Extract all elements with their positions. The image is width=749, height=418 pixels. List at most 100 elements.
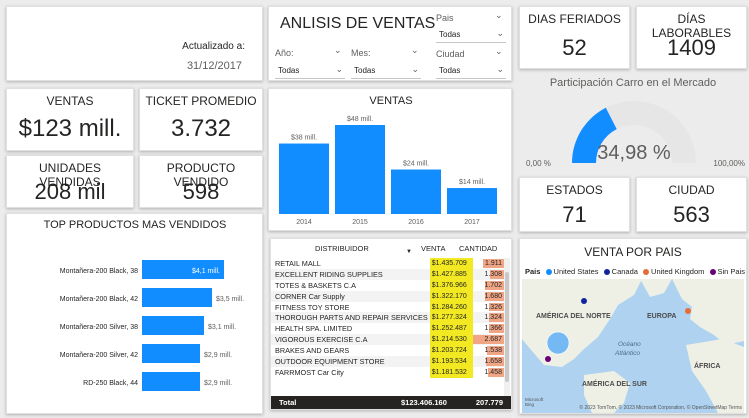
table-row[interactable]: FARRMOST Car City $1.181.532 1.458 [271,366,505,378]
venta-value: $1.427.885 [429,268,474,280]
distribuidor-name: VIGOROUS EXERCISE C.A [275,335,368,345]
table-header: DISTRIBUIDOR ▼ VENTA CANTIDAD [271,239,511,257]
ventas-column-chart: VENTAS $38 mill. 2014 $48 mill. 2015 $24 mil… [279,95,497,226]
table-row[interactable]: EXCELLENT RIDING SUPPLIES $1.427.885 1.308 [271,268,505,280]
distribuidor-name: HEALTH SPA. LIMITED [275,324,353,334]
cantidad-value: 1.702 [484,281,502,289]
distribuidor-name: FITNESS TOY STORE [275,302,350,312]
bar-2016[interactable] [391,169,441,215]
map-bubble-canada[interactable] [581,298,587,304]
table-scrollbar[interactable] [504,258,510,397]
cantidad-bar [486,346,505,356]
data-label: $38 mill. [291,135,317,142]
slicer-country-chevron-icon[interactable]: ⌄ [495,10,503,20]
x-tick-label: 2015 [352,219,368,226]
south-america-landmass [584,371,630,413]
bar-2014[interactable] [279,143,329,214]
table-row[interactable]: FITNESS TOY STORE $1.284.260 1.326 [271,301,505,313]
bar-product-4[interactable] [142,372,200,391]
kpi-title: DÍAS LABORABLES [651,12,732,40]
data-label: $3,1 mill. [208,324,236,331]
cantidad-cell: 1.680 [473,291,505,302]
distribuidor-name: FARRMOST Car City [275,367,344,377]
legend-item-united-states[interactable]: United States [545,267,599,276]
kpi-producto-vendido: PRODUCTO VENDIDO 598 [139,155,263,208]
table-row[interactable]: HEALTH SPA. LIMITED $1.252.487 1.366 [271,323,505,335]
map-canvas[interactable]: AMÉRICA DEL NORTE EUROPA Océano Atlántic… [522,279,744,413]
dot-icon [709,269,716,276]
slicer-month-chevron-icon[interactable]: ⌄ [411,45,419,55]
cantidad-bar [485,357,505,366]
bar-product-1[interactable] [142,288,212,307]
cantidad-cell: 1.326 [473,302,505,313]
world-map [522,279,744,413]
cantidad-cell: 1.658 [473,356,505,367]
table-row[interactable]: BRAKES AND GEARS $1.203.724 1.538 [271,345,505,357]
cantidad-bar [488,324,505,334]
table-row[interactable]: RETAIL MALL $1.435.709 1.911 [271,258,505,269]
kpi-title: CIUDAD [668,183,715,197]
table-row[interactable]: TOTES & BASKETS C.A $1.376.966 1.702 [271,279,505,291]
slicer-month-dropdown[interactable]: Todas ⌄ [351,64,421,79]
slicer-city-chevron-icon[interactable]: ⌄ [495,46,503,56]
table-row[interactable]: THOROUGH PARTS AND REPAIR SERVICES $1.277… [271,312,505,324]
cantidad-bar [482,259,505,268]
cantidad-value: 1.366 [484,325,502,333]
cantidad-value: 1.324 [484,314,502,322]
kpi-ventas: VENTAS $123 mill. [6,88,134,151]
data-label: $2,9 mill. [204,352,232,359]
bar-product-0[interactable] [142,260,224,279]
kpi-value: 71 [562,202,587,227]
cantidad-bar [473,335,505,345]
map-bubble-sin-pais[interactable] [545,356,551,362]
dot-icon [643,269,650,276]
column-header-distribuidor[interactable]: DISTRIBUIDOR [315,244,369,253]
europe-landmass [672,279,744,345]
scrollbar-thumb[interactable] [505,272,509,382]
top-productos-bar-chart: TOP PRODUCTOS MAS VENDIDOS Montañera-200… [44,219,244,391]
cantidad-value: 1.680 [484,292,502,300]
cantidad-cell: 1.366 [473,323,505,334]
column-header-venta[interactable]: VENTA [421,244,446,253]
legend-item-united-kingdom[interactable]: United Kingdom [643,267,704,276]
slicer-month-label: Mes: [351,48,371,58]
table-row[interactable]: CORNER Car Supply $1.322.170 1.680 [271,290,505,302]
slicer-year-chevron-icon[interactable]: ⌄ [334,45,342,55]
region-label-ocean: Océano [618,341,641,348]
legend-item-canada[interactable]: Canada [603,267,638,276]
map-legend: Pais United States Canada United Kingdom… [525,267,745,276]
legend-item-sin-pais[interactable]: Sin Pais [709,267,745,276]
y-category-label: Montañera-200 Black, 38 [60,268,138,275]
distribuidor-table-card: DISTRIBUIDOR ▼ VENTA CANTIDAD RETAIL MAL… [270,238,512,410]
table-row[interactable]: VIGOROUS EXERCISE C.A $1.214.530 2.687 [271,334,505,346]
slicer-country-dropdown[interactable]: Todas ⌄ [436,28,506,43]
chevron-down-icon: ⌄ [496,64,504,74]
bar-product-2[interactable] [142,316,204,335]
kpi-unidades-vendidas: UNIDADES VENDIDAS 208 mil [6,155,134,208]
slicer-city-dropdown[interactable]: Todas ⌄ [436,64,506,79]
x-tick-label: 2016 [408,219,424,226]
slicer-country-label: Pais [436,13,454,23]
cantidad-cell: 1.911 [473,258,505,269]
updated-date: 31/12/2017 [186,60,242,72]
slicer-year-dropdown[interactable]: Todas ⌄ [275,64,345,79]
data-label: $48 mill. [347,116,373,123]
region-label-atlantic: Atlántico [615,350,640,357]
table-row[interactable]: OUTDOOR EQUIPMENT STORE $1.193.534 1.658 [271,356,505,367]
kpi-title: TICKET PROMEDIO [145,94,257,108]
bar-product-3[interactable] [142,344,200,363]
dot-icon [603,269,610,276]
cantidad-cell: 1.324 [473,312,505,323]
kpi-estados: ESTADOS 71 [519,177,630,232]
cantidad-bar [489,302,505,312]
map-bubble-united-states[interactable] [546,331,570,355]
bar-2015[interactable] [335,125,385,214]
map-attribution[interactable]: © 2023 TomTom, © 2023 Microsoft Corporat… [579,405,742,411]
bar-2017[interactable] [447,188,497,214]
column-header-cantidad[interactable]: CANTIDAD [459,244,498,253]
cantidad-bar [484,280,505,290]
map-bubble-united-kingdom[interactable] [685,308,691,314]
slicer-city-label: Ciudad [436,49,465,59]
map-card: VENTA POR PAIS Pais United States Canada… [519,238,747,414]
gauge-chart [572,101,696,163]
